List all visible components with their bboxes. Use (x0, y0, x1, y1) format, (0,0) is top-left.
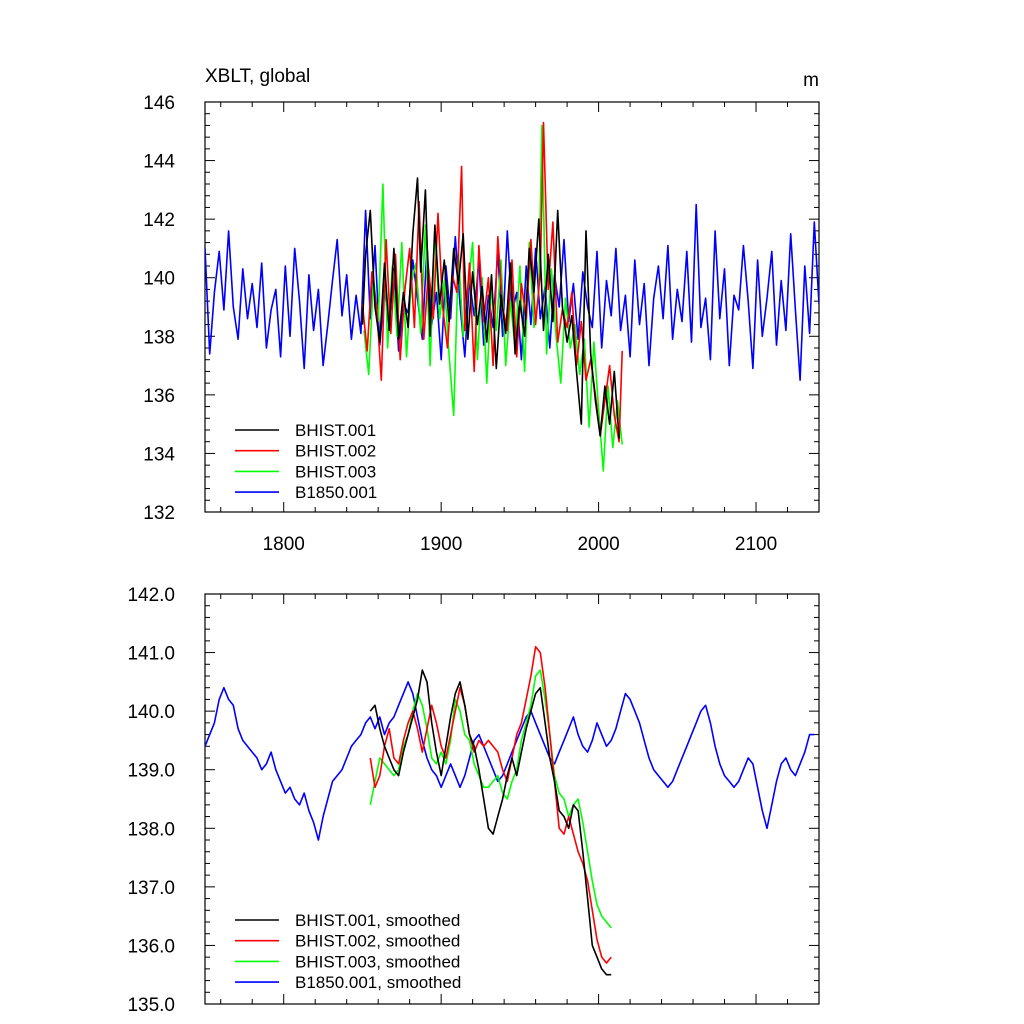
y-tick-label: 135.0 (127, 995, 175, 1016)
x-tick-label: 1800 (263, 534, 305, 555)
legend-label: BHIST.001 (295, 421, 376, 440)
top-panel: 1800 1900 2000 2100 132 134 136 138 140 142 144 146… (143, 93, 820, 555)
series-group (205, 121, 819, 472)
series-line (361, 121, 623, 443)
x-tick-label: 2000 (577, 534, 619, 555)
legend-label: B1850.001, smoothed (295, 973, 461, 992)
x-tick-label: 1900 (420, 534, 462, 555)
y-tick-label: 138 (143, 327, 175, 348)
legend-label: B1850.001 (295, 483, 377, 502)
y-tick-label: 141.0 (127, 644, 175, 665)
y-tick-label: 132 (143, 503, 175, 524)
plot-frame (204, 593, 820, 1005)
series-line (369, 645, 612, 964)
series-line (205, 681, 815, 841)
series-line (369, 669, 612, 976)
y-tick-label: 144 (143, 152, 175, 173)
series-group (205, 645, 815, 976)
series-line (361, 177, 620, 439)
y-tick-label: 142.0 (127, 585, 175, 606)
y-tick-label: 142 (143, 210, 175, 231)
legend-label: BHIST.003, smoothed (295, 952, 460, 971)
units-label: m (803, 70, 819, 91)
chart-title: XBLT, global (205, 66, 310, 87)
y-tick-label: 139.0 (127, 761, 175, 782)
legend-label: BHIST.003 (295, 462, 376, 481)
y-tick-label: 140.0 (127, 702, 175, 723)
y-tick-label: 136 (143, 386, 175, 407)
legend-label: BHIST.001, smoothed (295, 911, 460, 930)
y-tick-label: 136.0 (127, 936, 175, 957)
y-tick-label: 138.0 (127, 819, 175, 840)
legend-label: BHIST.002 (295, 442, 376, 461)
y-tick-label: 140 (143, 269, 175, 290)
bottom-panel: 135.0 136.0 137.0 138.0 139.0 140.0 141.0 142.0… (127, 585, 820, 1016)
x-tick-label: 2100 (735, 534, 777, 555)
y-tick-label: 134 (143, 444, 175, 465)
legend-label: BHIST.002, smoothed (295, 932, 460, 951)
plot-frame (204, 101, 820, 513)
y-tick-label: 137.0 (127, 878, 175, 899)
y-tick-label: 146 (143, 93, 175, 114)
